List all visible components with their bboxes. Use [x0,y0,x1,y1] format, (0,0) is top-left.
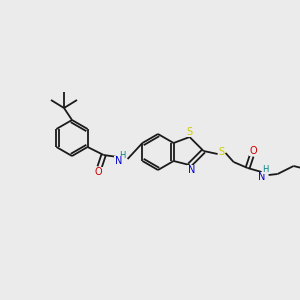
Text: H: H [119,151,126,160]
Text: N: N [188,165,195,175]
Text: N: N [258,172,265,182]
Text: O: O [250,146,257,156]
Text: N: N [115,156,122,166]
Text: S: S [187,127,193,137]
Text: H: H [262,164,269,173]
Text: S: S [218,147,225,157]
Text: O: O [95,167,102,177]
